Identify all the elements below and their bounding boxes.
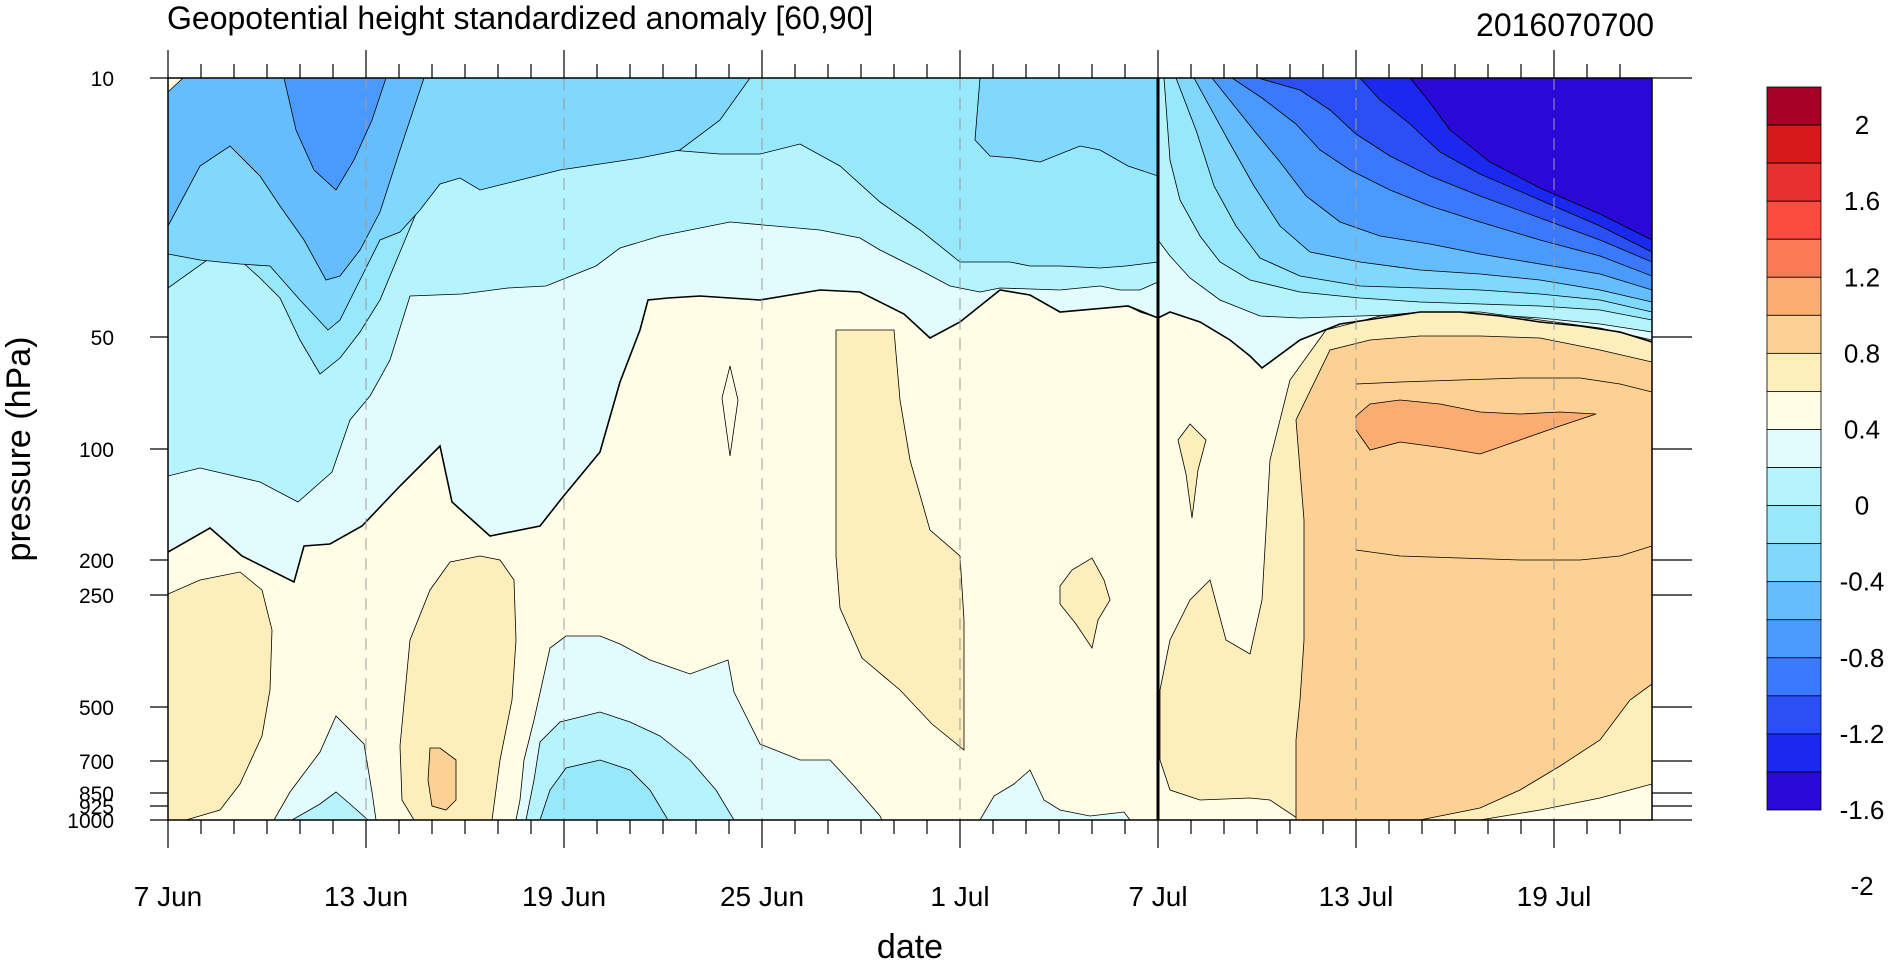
colorbar-label: -1.2 — [1840, 719, 1885, 749]
x-tick-label: 25 Jun — [720, 881, 804, 912]
colorbar-swatch — [1766, 581, 1822, 621]
x-axis-title: date — [877, 928, 943, 963]
y-tick-label: 10 — [91, 68, 114, 91]
contour-fills — [168, 78, 1652, 820]
colorbar-swatch — [1766, 771, 1822, 811]
contour-pos-08-mid1 — [427, 747, 457, 811]
contour-neg-08-lower-2 — [539, 759, 669, 820]
y-tick-label: 200 — [79, 550, 114, 573]
y-tick-label: 925 — [79, 796, 114, 819]
y-tick-label: 1000 — [67, 810, 114, 833]
colorbar-label: -1.6 — [1840, 795, 1885, 825]
colorbar-swatch — [1766, 619, 1822, 659]
x-axis-labels: 7 Jun 13 Jun 19 Jun 25 Jun 1 Jul 7 Jul 1… — [134, 881, 1592, 912]
contour-neg-0-lower-3 — [979, 769, 1131, 820]
x-tick-label: 7 Jul — [1128, 881, 1187, 912]
colorbar-swatch — [1766, 467, 1822, 506]
x-axis-ticks — [167, 50, 1621, 848]
colorbar-label: 0 — [1855, 491, 1869, 521]
contour-small-diamond — [721, 365, 739, 457]
x-tick-label: 1 Jul — [930, 881, 989, 912]
y-tick-label: 100 — [79, 439, 114, 462]
y-axis-title: pressure (hPa) — [0, 337, 38, 562]
y-tick-label: 50 — [91, 327, 114, 350]
y-tick-label: 850 — [79, 783, 114, 806]
chart-title: Geopotential height standardized anomaly… — [167, 0, 873, 36]
y-axis-ticks — [150, 77, 1692, 821]
x-tick-label: 13 Jul — [1319, 881, 1394, 912]
colorbar-label: 1.2 — [1844, 262, 1880, 292]
colorbar-label: -0.8 — [1840, 643, 1885, 673]
colorbar-swatch — [1766, 695, 1822, 735]
colorbar-label: -2 — [1850, 871, 1873, 901]
colorbar-swatch — [1766, 657, 1822, 697]
colorbar-label: 1.6 — [1844, 186, 1880, 216]
contour-pos-line-right-b — [1355, 377, 1652, 393]
colorbar-label: -0.4 — [1840, 567, 1885, 597]
date-stamp: 2016070700 — [1476, 7, 1654, 43]
contour-neg-36-right — [1409, 78, 1652, 241]
colorbar-labels: 2 1.6 1.2 0.8 0.4 0 -0.4 -0.8 -1.2 -1.6 -2 — [1840, 110, 1885, 901]
x-tick-label: 7 Jun — [134, 881, 203, 912]
colorbar-swatch — [1766, 200, 1822, 240]
colorbar-label: 2 — [1855, 110, 1869, 140]
contour-pos-line-right — [1355, 545, 1652, 561]
zero-contour — [168, 289, 1652, 584]
contour-pos-04-mid4 — [1177, 423, 1207, 519]
y-tick-label: 250 — [79, 585, 114, 608]
colorbar-swatch — [1766, 162, 1822, 202]
x-tick-label: 19 Jun — [522, 881, 606, 912]
y-axis-labels: 10 50 100 200 250 500 700 850 925 1000 — [67, 68, 114, 833]
colorbar-label: 0.4 — [1844, 414, 1880, 444]
colorbar-swatch — [1766, 314, 1822, 354]
contour-pos-04-left — [168, 571, 273, 820]
y-tick-label: 500 — [79, 697, 114, 720]
colorbar-swatch — [1766, 124, 1822, 164]
y-tick-label: 700 — [79, 751, 114, 774]
contour-pos-corner — [168, 78, 184, 93]
x-tick-label: 13 Jun — [324, 881, 408, 912]
contour-neg-0-lower-1 — [273, 715, 377, 820]
colorbar-swatch — [1766, 238, 1822, 278]
contour-neg-04-lower-1 — [291, 791, 369, 820]
contour-pos-04-mid3 — [1059, 557, 1111, 650]
contour-neg-20-upper — [283, 78, 387, 191]
colorbar-swatch — [1766, 276, 1822, 316]
colorbar-swatch — [1766, 505, 1822, 545]
contour-pos-04-mid2 — [835, 329, 965, 751]
colorbar-swatch — [1766, 391, 1822, 430]
colorbar-label: 0.8 — [1844, 338, 1880, 368]
contour-pos-04-mid1 — [399, 555, 517, 820]
colorbar-swatch — [1766, 352, 1822, 392]
colorbar-swatch — [1766, 86, 1822, 126]
colorbar-swatch — [1766, 733, 1822, 773]
colorbar-swatch — [1766, 429, 1822, 468]
date-gridlines — [365, 78, 1555, 820]
contour-pos-08-right — [1295, 335, 1652, 820]
colorbar — [1766, 86, 1822, 811]
contour-pos-12-blob — [1355, 399, 1597, 455]
colorbar-swatch — [1766, 543, 1822, 583]
x-tick-label: 19 Jul — [1517, 881, 1592, 912]
